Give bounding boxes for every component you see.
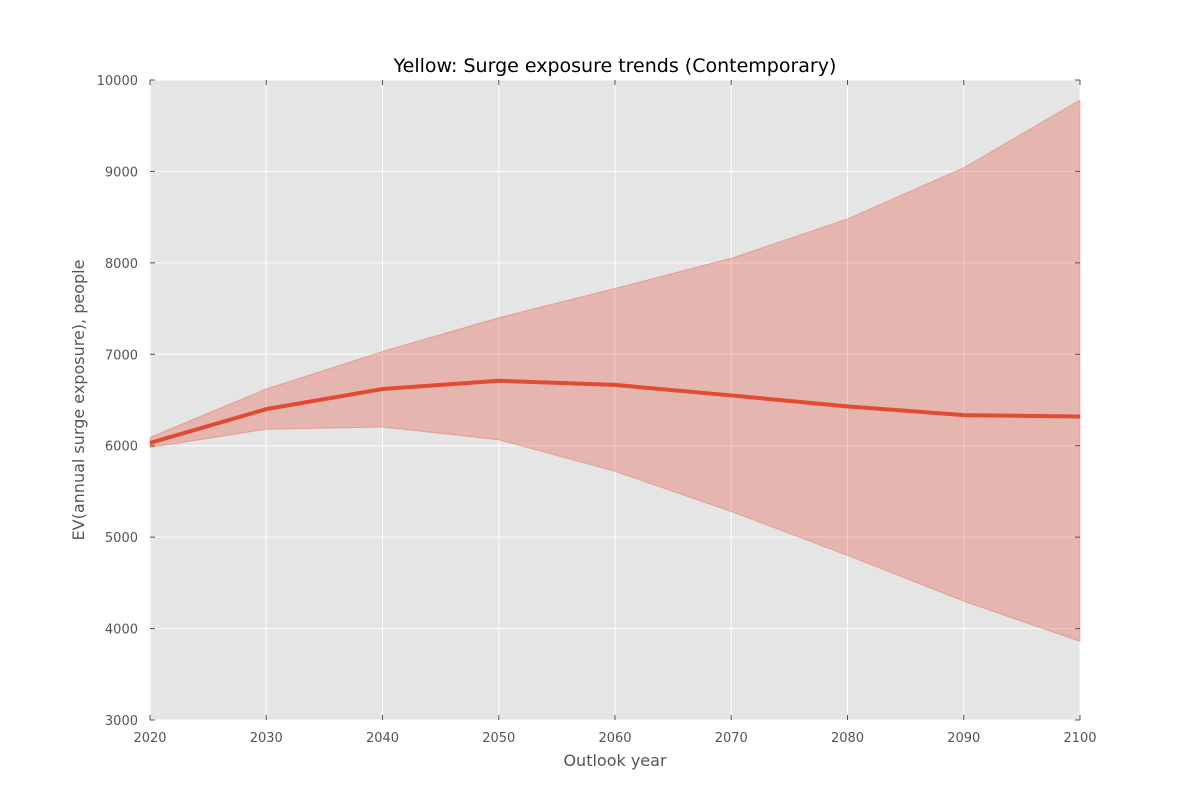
y-tick-label: 5000 [105, 531, 138, 546]
y-tick-label: 6000 [105, 440, 138, 455]
confidence-band-area [149, 99, 1081, 643]
series-lines [149, 378, 1081, 445]
x-tick-label: 2070 [715, 731, 748, 746]
axis-ticks [149, 79, 1081, 721]
x-tick-label: 2100 [1063, 731, 1096, 746]
series-line-0 [149, 378, 1081, 445]
x-tick-label: 2060 [598, 731, 631, 746]
y-tick-label: 3000 [105, 714, 138, 729]
x-axis-label: Outlook year [563, 751, 667, 770]
chart-title: Yellow: Surge exposure trends (Contempor… [393, 55, 837, 77]
uncertainty-band [149, 99, 1081, 643]
y-tick-label: 7000 [105, 348, 138, 363]
x-tick-labels: 2020 2030 2040 2050 2060 2070 2080 2090 2100 [133, 731, 1096, 746]
y-tick-label: 8000 [105, 257, 138, 272]
y-tick-label: 9000 [105, 165, 138, 180]
y-tick-labels: 3000 4000 5000 6000 7000 8000 9000 10000 [97, 74, 138, 729]
x-tick-label: 2020 [133, 731, 166, 746]
x-tick-label: 2080 [831, 731, 864, 746]
x-tick-label: 2030 [250, 731, 283, 746]
y-axis-label: EV(annual surge exposure), people [69, 260, 88, 541]
x-tick-label: 2050 [482, 731, 515, 746]
y-tick-label: 10000 [97, 74, 138, 89]
y-tick-label: 4000 [105, 623, 138, 638]
x-tick-label: 2090 [947, 731, 980, 746]
x-tick-label: 2040 [366, 731, 399, 746]
